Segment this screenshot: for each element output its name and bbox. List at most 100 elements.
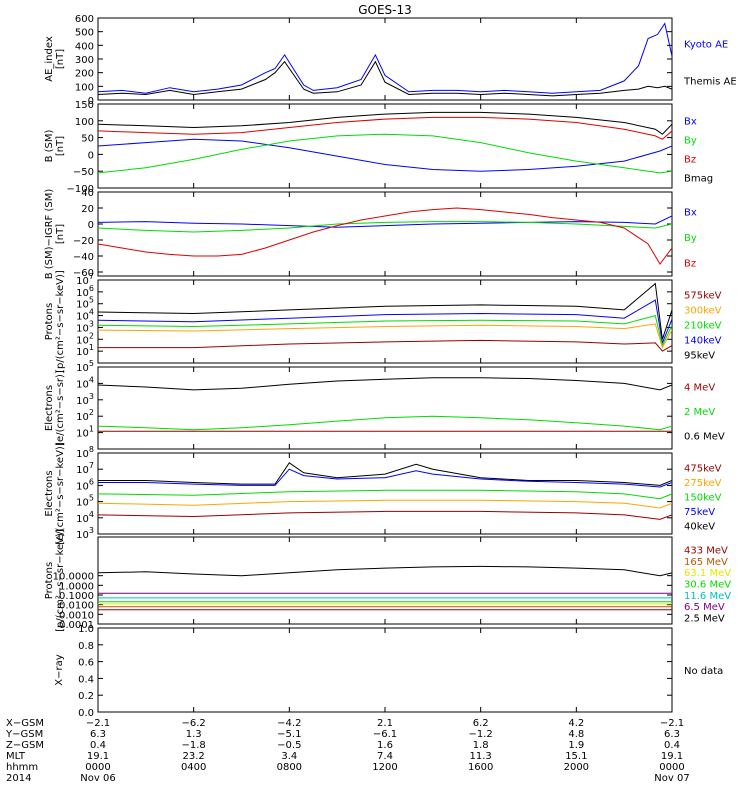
y-tick-label: 106 <box>76 477 94 492</box>
x-row-value: −4.2 <box>277 718 301 729</box>
x-row-value: 15.1 <box>565 751 587 762</box>
legend: Bx By Bz <box>684 208 697 270</box>
series-line-75kev <box>98 468 672 488</box>
x-row-value: 11.3 <box>470 751 492 762</box>
series-line-300kev <box>98 323 672 349</box>
series-line-575kev <box>98 339 672 352</box>
y-tick-label: 105 <box>76 296 94 311</box>
x-row-value: Nov 07 <box>654 773 689 784</box>
y-tick-label: 104 <box>76 375 94 390</box>
y-tick-label: 0 <box>88 150 94 161</box>
x-row-value: 0000 <box>85 762 110 773</box>
x-row-value: 0000 <box>659 762 684 773</box>
series-line-40kev <box>98 462 672 486</box>
legend-entry: 75keV <box>684 507 715 518</box>
y-tick-label: −60 <box>73 268 94 279</box>
x-row-value: −5.1 <box>277 729 301 740</box>
y-axis-label: Electrons[e/(cm²−s−sr)] <box>44 370 66 446</box>
series-line-bx <box>98 215 672 228</box>
y-tick-label: 0.1000 <box>59 591 94 602</box>
legend-entry: By <box>684 136 697 147</box>
y-tick-label: −50 <box>73 167 94 178</box>
series-line-bx <box>98 138 672 172</box>
legend-entry: 275keV <box>684 478 722 489</box>
legend-entry: 2.5 MeV <box>684 613 725 624</box>
y-tick-label: 400 <box>75 41 94 52</box>
y-axis-label: B (SM)[nT] <box>44 129 66 162</box>
panel-frame <box>97 536 673 625</box>
y-tick-label: 20 <box>81 204 94 215</box>
y-ticks: 0.0 0.2 0.4 0.6 0.8 1.0 <box>78 624 673 719</box>
y-tick-label: 0 <box>88 96 94 107</box>
legend: 575keV 300keV 210keV 140keV 95keV <box>684 291 722 362</box>
panel-2: −100 −50 0 50 100 150 B (SM)[nT] Bx By Bz Bmag <box>44 100 713 195</box>
series-line-2-mev <box>98 415 672 431</box>
y-tick-label: 40 <box>81 188 94 199</box>
y-tick-label: 100 <box>75 117 94 128</box>
panel-frame <box>97 103 673 189</box>
y-tick-label: 100 <box>75 82 94 93</box>
y-axis-label: B (SM)−IGRF (SM)[nT] <box>44 189 66 280</box>
legend-entry: 433 MeV <box>684 546 728 557</box>
y-tick-label: 0 <box>88 220 94 231</box>
y-tick-label: 0.2 <box>78 691 94 702</box>
y-tick-label: 106 <box>76 284 94 299</box>
y-tick-label: 103 <box>76 319 94 334</box>
y-tick-label: 1.0 <box>78 624 94 635</box>
y-tick-label: 105 <box>76 359 94 374</box>
y-tick-label: 200 <box>75 69 94 80</box>
y-tick-label: 102 <box>76 408 94 423</box>
series-line-210kev <box>98 314 672 347</box>
y-tick-label: −20 <box>73 236 94 247</box>
series-line-2-5-mev <box>98 565 672 577</box>
x-row-label: Y−GSM <box>5 729 43 740</box>
y-tick-label: −100 <box>67 184 94 195</box>
chart-title: GOES-13 <box>358 3 412 17</box>
y-tick-label: 300 <box>75 55 94 66</box>
y-tick-label: 0.0001 <box>59 620 94 631</box>
legend: No data <box>684 666 723 677</box>
y-tick-label: 105 <box>76 494 94 509</box>
y-tick-label: 0.6 <box>78 658 94 669</box>
legend-entry: Bz <box>684 258 696 269</box>
legend: 475keV 275keV 150keV 75keV 40keV <box>684 463 722 532</box>
series-line-140kev <box>98 299 672 345</box>
x-row-value: 1.6 <box>377 740 393 751</box>
x-row-value: −1.2 <box>469 729 493 740</box>
x-row-value: −2.1 <box>86 718 110 729</box>
legend-entry: 40keV <box>684 522 715 533</box>
legend-entry: Bx <box>684 208 697 219</box>
y-tick-label: 150 <box>75 100 94 111</box>
x-row-value: 1.9 <box>568 740 584 751</box>
x-row-value: 0.4 <box>664 740 680 751</box>
x-row-value: 4.8 <box>568 729 584 740</box>
y-tick-label: 107 <box>76 272 94 287</box>
y-tick-label: 50 <box>81 134 94 145</box>
y-axis-label: AE_index[nT] <box>44 36 66 82</box>
y-tick-label: 1.0000 <box>59 581 94 592</box>
series-line-by <box>98 133 672 174</box>
x-row-value: 1200 <box>372 762 397 773</box>
legend-entry: Bz <box>684 155 696 166</box>
panel-frame <box>97 627 673 713</box>
y-tick-label: 10.0000 <box>53 572 94 583</box>
legend-entry: 30.6 MeV <box>684 580 731 591</box>
panel-8: 0.0 0.2 0.4 0.6 0.8 1.0 X−ray No data <box>54 624 723 719</box>
y-tick-label: 0.8 <box>78 641 94 652</box>
legend: Kyoto AE Themis AE <box>683 40 737 88</box>
y-tick-label: 103 <box>76 392 94 407</box>
x-row-value: 6.2 <box>473 718 489 729</box>
x-row-value: −6.2 <box>182 718 206 729</box>
legend-entry: 2 MeV <box>684 407 715 418</box>
legend-entry: Bmag <box>684 174 713 185</box>
legend-entry: 150keV <box>684 493 722 504</box>
y-axis-label: Protons[p/(cm²−s−sr−keV)] <box>44 270 66 373</box>
